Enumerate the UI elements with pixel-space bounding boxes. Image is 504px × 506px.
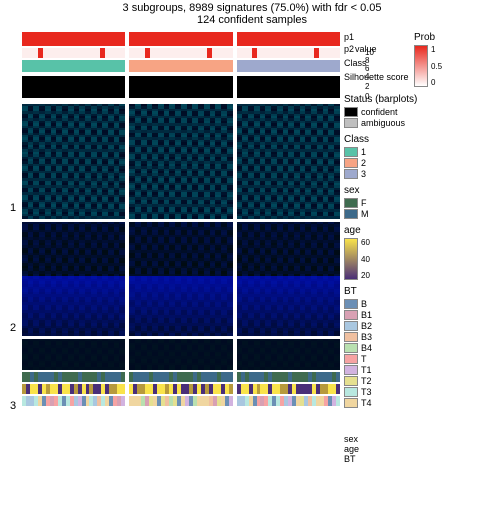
track-BT [22,396,340,406]
annot-class [22,60,340,72]
legend-title: sex [344,185,500,196]
track-sex [22,372,340,382]
legend-title: BT [344,286,500,297]
legend-title: Status (barplots) [344,94,500,105]
track-label-age: age [344,444,359,454]
legend-prob: Prob10.50 [414,32,442,87]
bottom-tracks [22,372,340,406]
heatmap-panel: 1 2 3 [22,32,340,488]
legend-bt: BTBB1B2B3B4TT1T2T3T4 [344,286,500,408]
heatmap-body [22,104,340,370]
annot-silhouette [22,74,340,98]
legend-title: age [344,225,500,236]
plot-title: 3 subgroups, 8989 signatures (75.0%) wit… [0,2,504,14]
annot-p1 [22,32,340,46]
legend-title: Prob [414,32,442,43]
track-label-sex: sex [344,434,358,444]
row-group-label-3: 3 [10,400,16,412]
legend-title: Class [344,134,500,145]
legend-class: Class123 [344,134,500,179]
row-group-label-1: 1 [10,202,16,214]
annot-p2 [22,48,340,58]
plot-subtitle: 124 confident samples [0,14,504,26]
row-group-label-2: 2 [10,322,16,334]
legend-status: Status (barplots)confidentambiguous [344,94,500,128]
legend-age: age604020 [344,225,500,280]
legend-sex: sexFM [344,185,500,219]
legend-panel: Prob10.50 Status (barplots)confidentambig… [344,32,500,502]
track-label-BT: BT [344,454,356,464]
track-age [22,384,340,394]
